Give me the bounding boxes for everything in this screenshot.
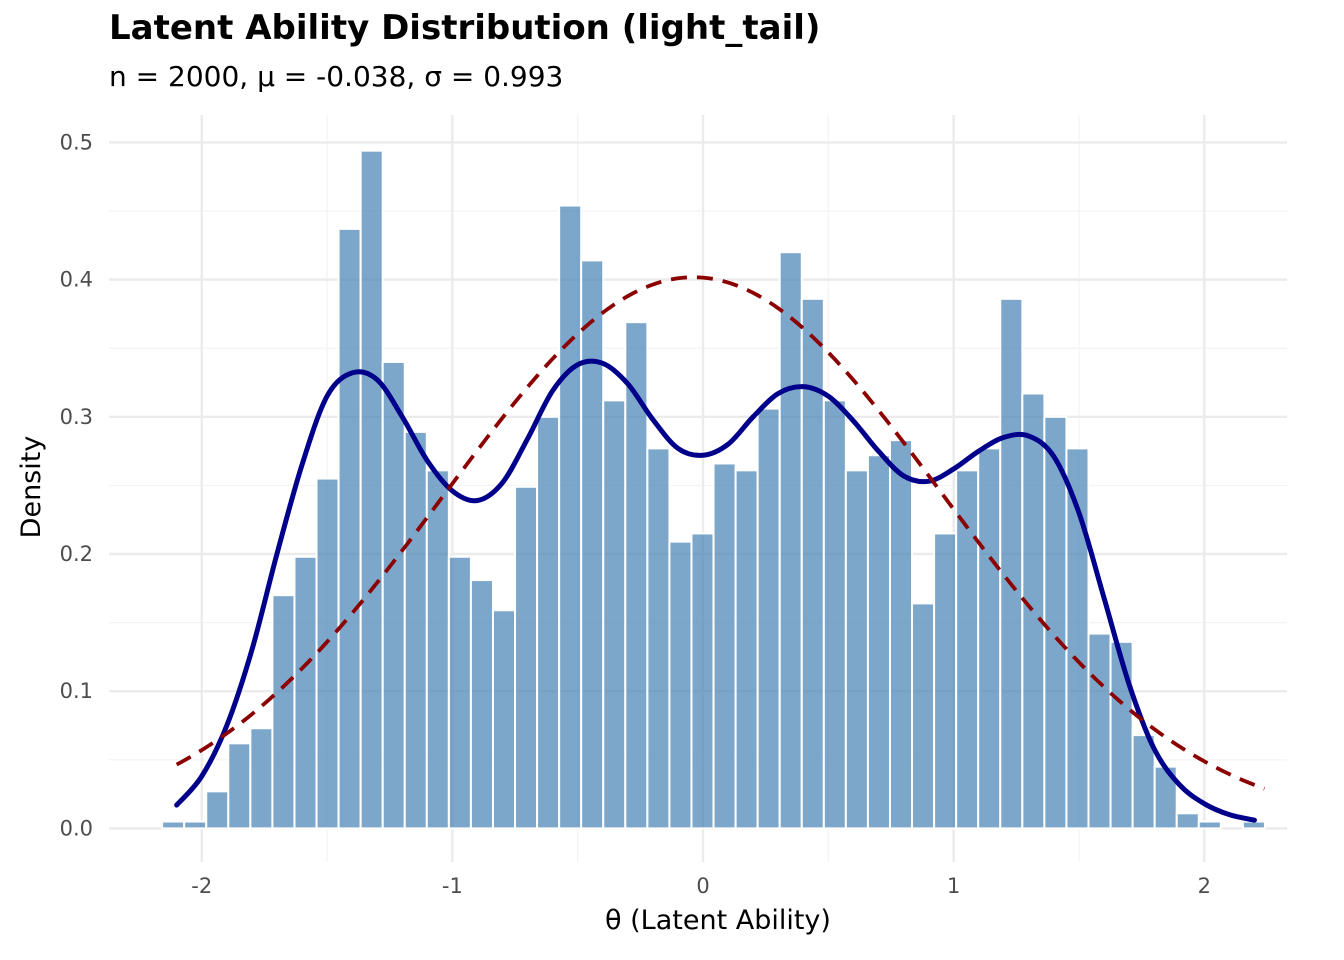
histogram-bar bbox=[866, 454, 891, 830]
chart-title: Latent Ability Distribution (light_tail) bbox=[109, 8, 821, 48]
y-tick-label: 0.4 bbox=[60, 268, 93, 292]
histogram-bar bbox=[293, 555, 318, 830]
x-tick-label: 0 bbox=[696, 874, 709, 898]
histogram-bar bbox=[778, 251, 803, 830]
curve-layer bbox=[174, 275, 1266, 823]
histogram-bar bbox=[1175, 812, 1200, 830]
histogram-bar bbox=[822, 399, 847, 830]
histogram-bar bbox=[646, 447, 671, 830]
histogram-bar bbox=[359, 149, 384, 830]
histogram-bar bbox=[447, 555, 472, 830]
histogram-bar bbox=[602, 399, 627, 830]
y-tick-label: 0.2 bbox=[60, 542, 93, 566]
y-tick-label: 0.0 bbox=[60, 816, 93, 840]
histogram-bar bbox=[800, 297, 825, 830]
x-tick-label: 1 bbox=[947, 874, 960, 898]
chart-subtitle: n = 2000, μ = -0.038, σ = 0.993 bbox=[109, 60, 564, 93]
x-tick-label: 2 bbox=[1198, 874, 1211, 898]
histogram-bar bbox=[491, 609, 517, 830]
histogram-bar bbox=[668, 540, 693, 830]
histogram-bar bbox=[1131, 734, 1156, 830]
histogram-bar bbox=[844, 469, 869, 830]
x-axis-title: θ (Latent Ability) bbox=[605, 905, 831, 936]
histogram-bar bbox=[580, 259, 605, 830]
histogram-bar bbox=[227, 742, 252, 830]
y-tick-label: 0.5 bbox=[60, 130, 93, 154]
histogram-bar bbox=[911, 602, 936, 830]
histogram-bar bbox=[756, 407, 781, 830]
histogram-bar bbox=[161, 820, 186, 830]
histogram-bar bbox=[205, 790, 230, 830]
x-tick-label: -1 bbox=[442, 874, 463, 898]
y-tick-label: 0.1 bbox=[60, 679, 93, 703]
histogram-bar bbox=[955, 469, 980, 830]
histogram-bar bbox=[403, 430, 428, 830]
y-tick-label: 0.3 bbox=[60, 405, 93, 429]
normal-curve bbox=[175, 275, 1266, 791]
histogram-bar bbox=[999, 297, 1024, 830]
histogram-bar bbox=[271, 594, 296, 830]
histogram-bar bbox=[558, 204, 583, 830]
histogram-bar bbox=[381, 360, 406, 830]
histogram-bar bbox=[888, 439, 914, 830]
x-tick-label: -2 bbox=[191, 874, 212, 898]
histogram-bar bbox=[1021, 392, 1046, 830]
histogram-bar bbox=[734, 469, 759, 830]
histogram-bar bbox=[1109, 640, 1134, 830]
histogram-bar bbox=[337, 227, 362, 830]
histogram-bar bbox=[249, 727, 274, 830]
kde-curve bbox=[174, 358, 1257, 823]
histogram-bars bbox=[161, 149, 1266, 830]
histogram-bar bbox=[183, 820, 208, 830]
histogram-bar bbox=[1087, 632, 1112, 830]
histogram-bar bbox=[690, 532, 715, 830]
histogram-bar bbox=[1197, 820, 1222, 830]
y-axis-title: Density bbox=[16, 436, 47, 539]
histogram-bar bbox=[469, 579, 494, 830]
histogram-bar bbox=[514, 485, 539, 830]
histogram-bar bbox=[933, 532, 958, 830]
histogram-bar bbox=[977, 447, 1002, 830]
histogram-bar bbox=[536, 415, 561, 830]
histogram-bar bbox=[425, 469, 450, 830]
histogram-bar bbox=[712, 462, 737, 830]
histogram-bar bbox=[315, 477, 340, 830]
tick-labels: -2 -1 0 1 2 0.0 0.1 0.2 0.3 0.4 0.5 bbox=[60, 130, 1211, 898]
